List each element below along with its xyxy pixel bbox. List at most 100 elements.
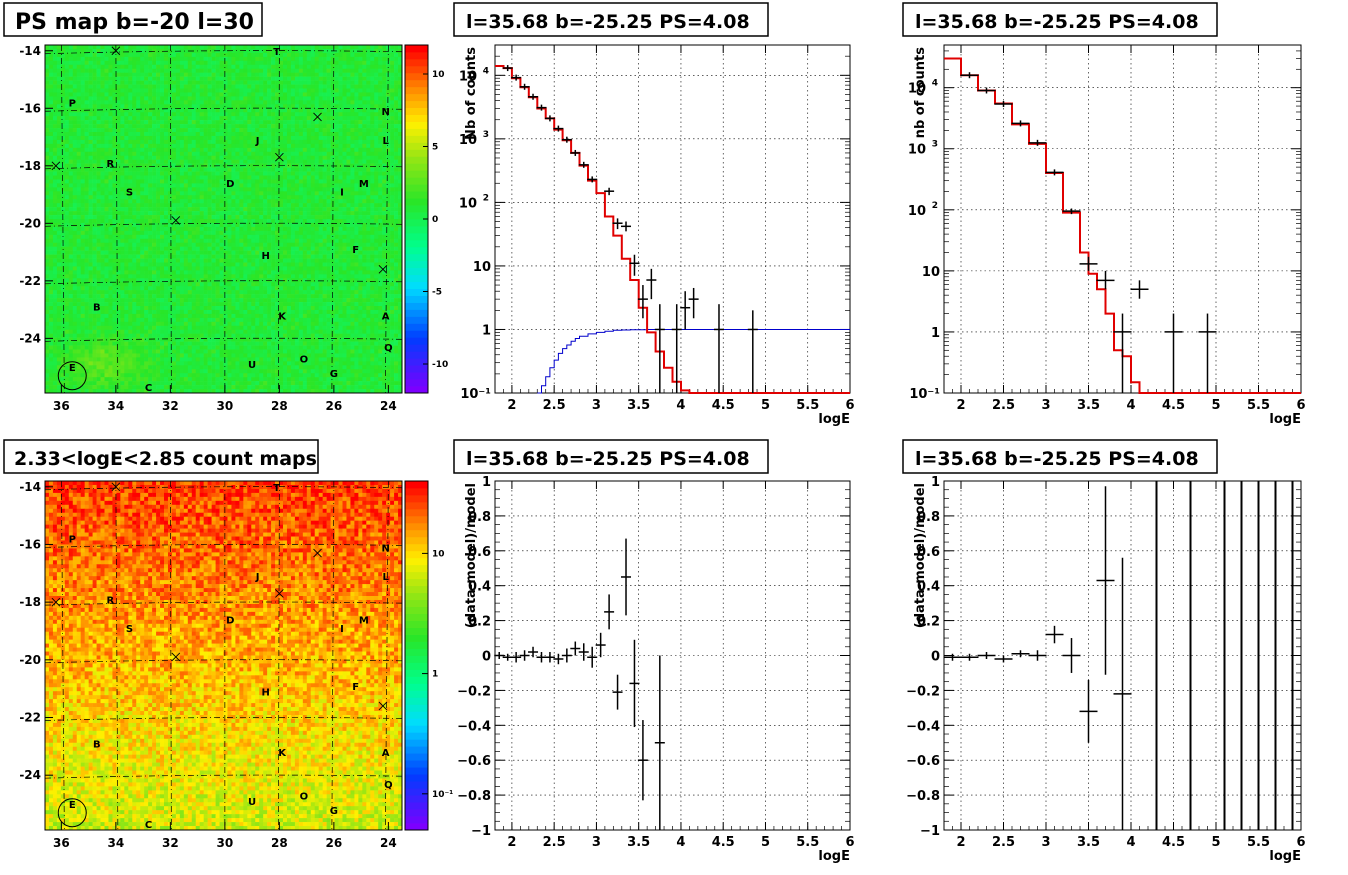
- colorbar-swatch: [405, 281, 428, 289]
- source-cross: [378, 701, 388, 711]
- colorbar-swatch: [405, 142, 428, 150]
- grid-parallel: [44, 659, 403, 664]
- colorbar-swatch: [405, 65, 428, 74]
- x-tick-label: 26: [326, 836, 343, 850]
- x-tick-label: 5: [761, 398, 770, 413]
- grid-parallel: [44, 717, 403, 721]
- y-axis-label: (data-model)/model: [464, 483, 479, 628]
- colorbar-tick-label: 10⁻¹: [432, 790, 453, 800]
- y-tick-label: 10: [908, 204, 926, 219]
- x-tick-label: 6: [1296, 835, 1305, 850]
- y-tick-label: -16: [19, 101, 41, 115]
- source-cross: [275, 589, 284, 598]
- colorbar-swatch: [405, 557, 428, 566]
- colorbar-swatch: [405, 219, 428, 227]
- x-tick-label: 4: [1126, 398, 1135, 413]
- x-tick-label: 30: [217, 399, 234, 413]
- grid-parallel: [44, 50, 403, 55]
- source-label: C: [145, 383, 152, 394]
- y-tick-label: -14: [19, 480, 41, 494]
- ps-map-axes: 36 34 32 30 28 26 24 -14 -16 -18 -20 -22 -24: [19, 44, 396, 413]
- ps-map-title: PS map b=-20 l=30: [15, 10, 254, 35]
- grid-meridian: [385, 480, 389, 831]
- y-tick-label: 0.2: [468, 615, 491, 630]
- grid-parallel: [44, 222, 403, 227]
- source-label: I: [340, 624, 344, 635]
- colorbar-swatch: [405, 753, 428, 761]
- efficiency-curve: [537, 329, 850, 394]
- colorbar-swatch: [405, 760, 428, 768]
- x-tick-label: 5: [1211, 835, 1220, 850]
- count-map-panel: 10 1 10⁻¹ T P N J L R S D M I H F B K A Q O U G E C 36 34 32 30 28…: [3, 439, 453, 850]
- colorbar-swatch: [405, 372, 428, 380]
- y-tick-label: −0.4: [457, 719, 491, 734]
- ps-map-colorbar: 10 5 0 -5 -10: [404, 44, 448, 394]
- colorbar-swatch: [405, 676, 428, 684]
- colorbar-swatch: [405, 585, 428, 594]
- colorbar-swatch: [405, 225, 428, 234]
- colorbar-swatch: [405, 295, 428, 303]
- source-label: E: [69, 800, 76, 811]
- x-tick-label: 30: [217, 836, 234, 850]
- y-tick-label: −0.2: [906, 684, 940, 699]
- colorbar-swatch: [405, 795, 428, 803]
- colorbar-swatch: [405, 351, 428, 359]
- source-label: K: [278, 748, 287, 759]
- source-label: B: [93, 303, 101, 314]
- grid-meridian: [61, 480, 65, 831]
- colorbar-swatch: [405, 823, 428, 831]
- colorbar-swatch: [405, 323, 428, 331]
- source-label: F: [352, 245, 359, 256]
- x-tick-label: 2: [507, 835, 516, 850]
- x-tick-label: 5.5: [1247, 398, 1270, 413]
- source-label: A: [382, 748, 390, 759]
- colorbar-swatch: [405, 620, 428, 628]
- colorbar-swatch: [405, 662, 428, 670]
- y-axis-label: nb of counts: [913, 47, 928, 139]
- colorbar-swatch: [405, 578, 428, 587]
- x-tick-label: 3: [1041, 835, 1050, 850]
- source-label: E: [69, 363, 76, 374]
- y-tick-label: 0: [482, 650, 491, 665]
- x-tick-label: 36: [53, 399, 70, 413]
- colorbar-swatch: [405, 45, 428, 53]
- source-label: Q: [384, 780, 393, 791]
- y-tick-label: 10: [459, 133, 477, 148]
- colorbar-swatch: [405, 135, 428, 143]
- x-tick-label: 5.5: [1247, 835, 1270, 850]
- x-tick-label: 32: [162, 836, 179, 850]
- source-cross: [51, 597, 61, 607]
- colorbar-swatch: [405, 564, 428, 573]
- y-tick-label: 10: [922, 265, 940, 280]
- grid-meridian: [115, 480, 119, 831]
- colorbar-swatch: [405, 711, 428, 719]
- colorbar-swatch: [405, 337, 428, 345]
- colorbar-swatch: [405, 72, 428, 81]
- colorbar-swatch: [405, 816, 428, 824]
- source-cross: [275, 152, 284, 162]
- colorbar-tick-label: 5: [432, 143, 438, 153]
- grid-parallel: [44, 337, 403, 342]
- y-tick-label: 0.4: [468, 580, 491, 595]
- y-tick-label: -20: [19, 216, 41, 230]
- colorbar-swatch: [405, 522, 428, 531]
- x-tick-label: 4: [676, 835, 685, 850]
- source-label: U: [248, 797, 256, 808]
- y-tick-exponent: 4: [483, 66, 489, 76]
- source-cross: [111, 482, 121, 492]
- source-label: R: [107, 159, 115, 170]
- colorbar-swatch: [405, 802, 428, 810]
- grid-parallel: [44, 107, 403, 112]
- colorbar-swatch: [405, 641, 428, 649]
- x-tick-label: 26: [326, 399, 343, 413]
- colorbar-tick-label: -10: [432, 360, 448, 370]
- residual-2-title: l=35.68 b=-25.25 PS=4.08: [915, 448, 1199, 470]
- y-tick-label: −0.6: [457, 754, 491, 769]
- source-label: L: [382, 572, 389, 583]
- source-label: R: [107, 595, 115, 606]
- colorbar-swatch: [405, 809, 428, 817]
- colorbar-swatch: [405, 267, 428, 276]
- x-tick-label: 2.5: [992, 835, 1015, 850]
- colorbar-swatch: [405, 170, 428, 178]
